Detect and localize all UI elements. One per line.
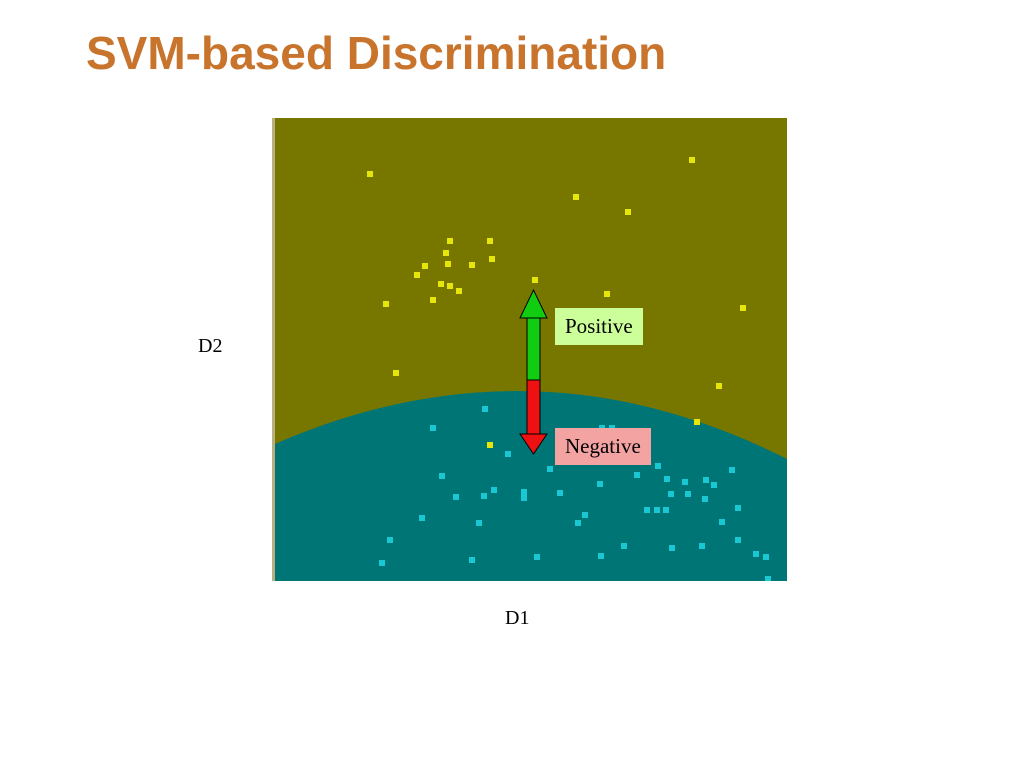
negative-point [482, 406, 488, 412]
negative-point [621, 543, 627, 549]
arrow-down-shaft [526, 379, 541, 435]
negative-point [634, 472, 640, 478]
positive-point [694, 419, 700, 425]
positive-point [456, 288, 462, 294]
negative-point [735, 537, 741, 543]
negative-point [582, 512, 588, 518]
negative-region [275, 391, 787, 581]
negative-point [682, 479, 688, 485]
negative-point [753, 551, 759, 557]
negative-point [481, 493, 487, 499]
negative-point [476, 520, 482, 526]
negative-point [729, 467, 735, 473]
positive-point [414, 272, 420, 278]
positive-point [487, 442, 493, 448]
positive-point [438, 281, 444, 287]
negative-point [702, 496, 708, 502]
negative-point [521, 489, 527, 495]
negative-point [598, 553, 604, 559]
negative-point [699, 543, 705, 549]
negative-points [379, 406, 771, 581]
negative-point [469, 557, 475, 563]
positive-point [367, 171, 373, 177]
negative-point [439, 473, 445, 479]
negative-label: Negative [555, 428, 651, 466]
negative-point [430, 425, 436, 431]
negative-point [685, 491, 691, 497]
positive-point [447, 283, 453, 289]
positive-points [367, 157, 746, 448]
negative-point [644, 507, 650, 513]
negative-point [711, 482, 717, 488]
positive-label: Positive [555, 308, 643, 346]
negative-point [663, 507, 669, 513]
arrow-down-head [519, 433, 548, 455]
arrow-up-head [519, 288, 548, 319]
x-axis-label: D1 [505, 607, 530, 629]
positive-point [689, 157, 695, 163]
negative-point [664, 476, 670, 482]
positive-point [532, 277, 538, 283]
negative-point [491, 487, 497, 493]
negative-point [453, 494, 459, 500]
positive-point [487, 238, 493, 244]
negative-point [735, 505, 741, 511]
negative-point [765, 576, 771, 581]
positive-point [447, 238, 453, 244]
negative-point [655, 463, 661, 469]
positive-point [469, 262, 475, 268]
positive-point [740, 305, 746, 311]
negative-point [521, 495, 527, 501]
slide-title: SVM-based Discrimination [86, 27, 667, 79]
positive-point [489, 256, 495, 262]
svm-decision-plot [272, 118, 787, 581]
positive-point [445, 261, 451, 267]
negative-point [703, 477, 709, 483]
negative-point [763, 554, 769, 560]
positive-point [625, 209, 631, 215]
negative-point [597, 481, 603, 487]
positive-point [716, 383, 722, 389]
negative-point [654, 507, 660, 513]
negative-point [419, 515, 425, 521]
negative-point [547, 466, 553, 472]
positive-point [604, 291, 610, 297]
negative-point [534, 554, 540, 560]
positive-point [443, 250, 449, 256]
margin-arrow [519, 288, 548, 455]
positive-point [573, 194, 579, 200]
negative-point [575, 520, 581, 526]
positive-point [422, 263, 428, 269]
negative-point [379, 560, 385, 566]
positive-point [393, 370, 399, 376]
positive-point [383, 301, 389, 307]
negative-point [387, 537, 393, 543]
positive-point [430, 297, 436, 303]
negative-point [557, 490, 563, 496]
negative-point [505, 451, 511, 457]
y-axis-label: D2 [198, 335, 223, 357]
negative-point [669, 545, 675, 551]
negative-point [668, 491, 674, 497]
arrow-up-shaft [526, 317, 541, 381]
negative-point [719, 519, 725, 525]
